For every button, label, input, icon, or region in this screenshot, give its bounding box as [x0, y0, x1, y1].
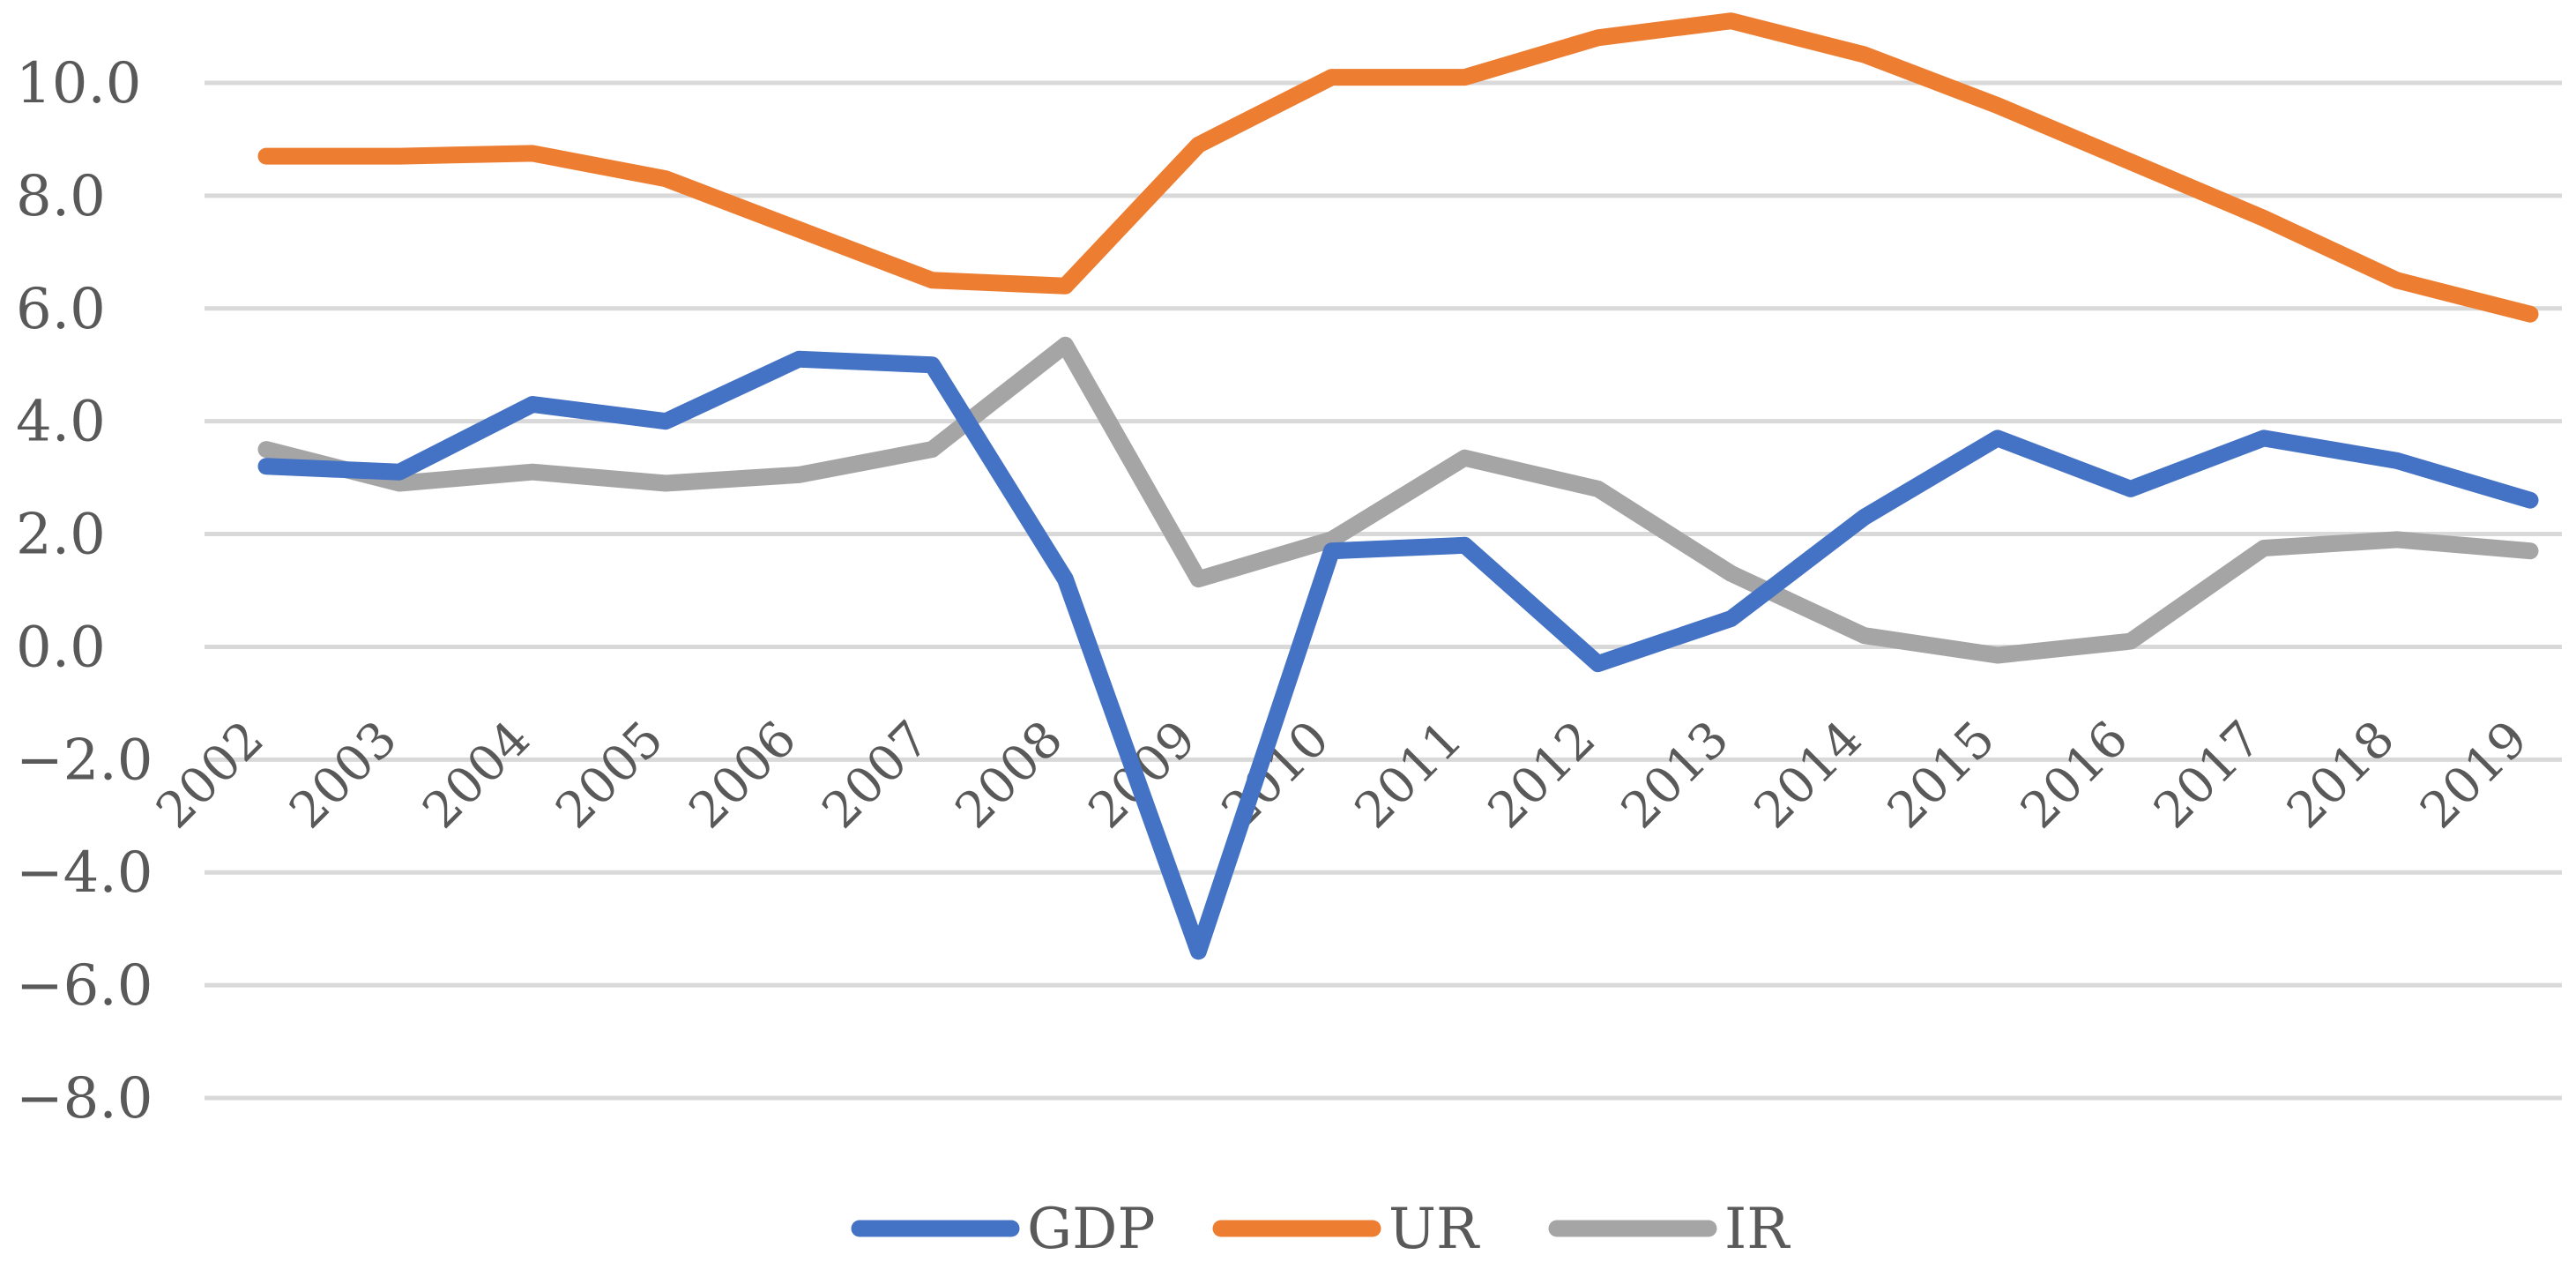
x-axis-ticks: 2002 2003 2004 2005 2006 2007 2008 2009 2010 2011… [145, 710, 2539, 840]
x-tick-label: 2006 [678, 710, 808, 840]
y-tick-label: −8.0 [16, 1066, 153, 1131]
series-line-ir [257, 336, 2539, 664]
y-tick-label: −6.0 [16, 953, 153, 1019]
y-tick-label: −4.0 [16, 840, 153, 906]
x-tick-label: 2012 [1478, 710, 1607, 840]
y-tick-label: 2.0 [16, 503, 106, 568]
x-tick-label: 2014 [1744, 710, 1873, 840]
x-tick-label: 2008 [945, 710, 1075, 840]
gridlines [205, 80, 2562, 1101]
y-tick-label: 10.0 [16, 51, 142, 116]
series-lines [257, 12, 2539, 960]
x-tick-label: 2016 [2010, 710, 2140, 840]
series-line-gdp [257, 350, 2539, 960]
x-tick-label: 2004 [412, 710, 541, 840]
x-tick-label: 2007 [811, 710, 941, 840]
y-tick-label: 0.0 [16, 615, 106, 680]
series-line-ur [257, 12, 2539, 323]
x-tick-label: 2015 [1877, 710, 2006, 840]
legend-label-ir: IR [1724, 1197, 1791, 1262]
x-tick-label: 2019 [2409, 710, 2539, 840]
y-tick-label: 8.0 [16, 164, 106, 229]
x-tick-label: 2002 [145, 710, 275, 840]
x-tick-label: 2013 [1611, 710, 1740, 840]
x-tick-label: 2018 [2276, 710, 2406, 840]
legend: GDP UR IR [851, 1197, 1791, 1262]
x-tick-label: 2003 [279, 710, 408, 840]
x-tick-label: 2017 [2143, 710, 2273, 840]
y-tick-label: 4.0 [16, 390, 106, 455]
legend-label-ur: UR [1389, 1197, 1480, 1262]
x-tick-label: 2011 [1344, 710, 1474, 840]
x-tick-label: 2005 [545, 710, 674, 840]
y-axis-ticks: 10.0 8.0 6.0 4.0 2.0 0.0 −2.0 −4.0 −6.0 −8.0 [16, 51, 153, 1131]
legend-label-gdp: GDP [1027, 1197, 1156, 1262]
y-tick-label: −2.0 [16, 728, 153, 793]
y-tick-label: 6.0 [16, 277, 106, 342]
